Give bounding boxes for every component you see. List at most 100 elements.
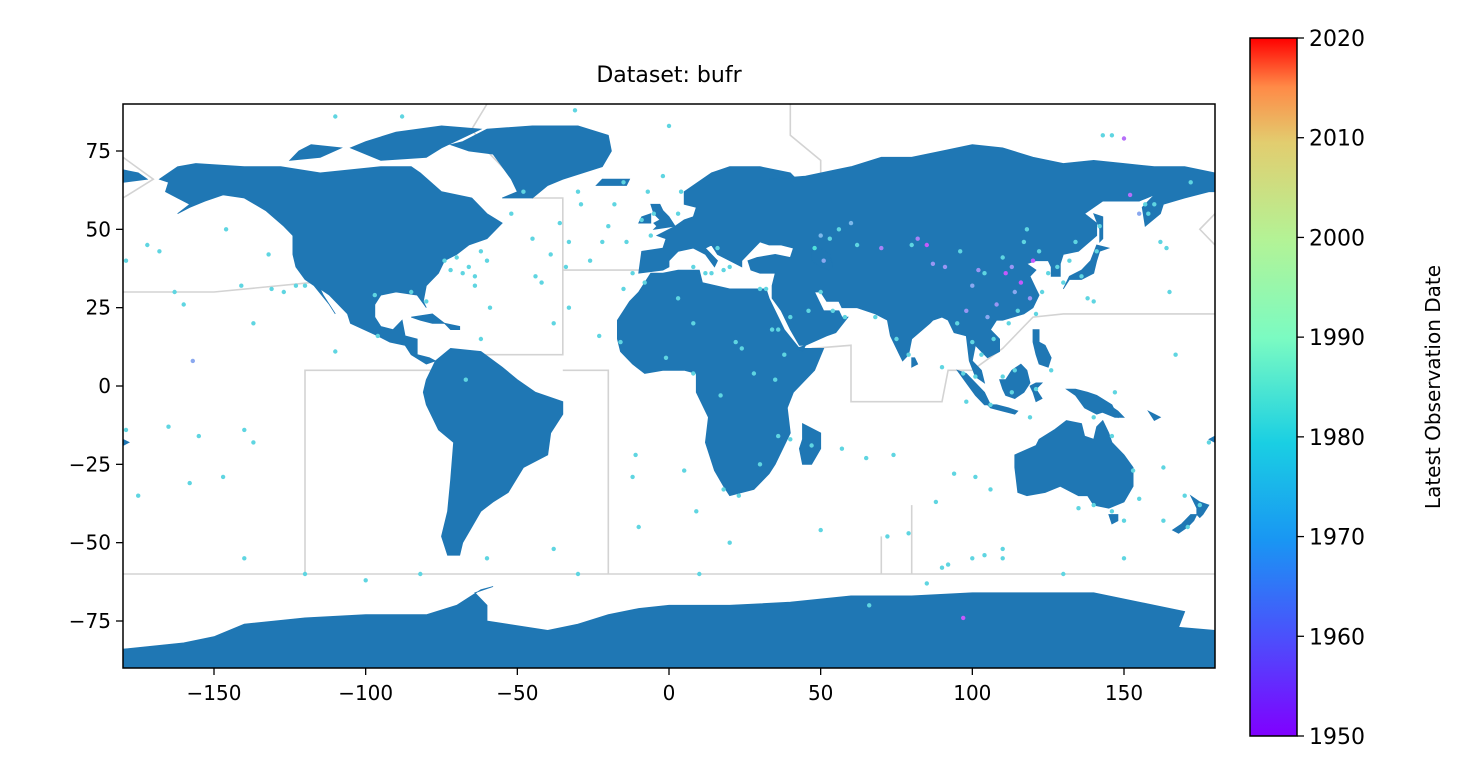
observation-point — [454, 255, 459, 260]
land-polygon — [411, 313, 446, 324]
colorbar-tick-label: 2020 — [1309, 27, 1365, 52]
observation-point — [879, 245, 884, 251]
observation-point — [484, 258, 490, 263]
observation-point — [736, 493, 741, 498]
observation-point — [1012, 368, 1017, 373]
observation-point — [1143, 202, 1148, 207]
observation-point — [994, 302, 999, 307]
observation-point — [1164, 245, 1169, 251]
observation-point — [827, 236, 832, 241]
observation-point — [1109, 509, 1115, 514]
observation-point — [333, 114, 338, 119]
observation-point — [991, 336, 996, 342]
land-polygon — [911, 357, 919, 368]
observation-point — [1109, 433, 1115, 439]
observation-point — [1033, 311, 1039, 317]
observation-point — [818, 233, 823, 238]
observation-point — [697, 571, 702, 577]
observation-point — [566, 305, 572, 310]
observation-point — [842, 314, 848, 320]
observation-point — [1015, 308, 1020, 313]
observation-point — [733, 339, 738, 345]
observation-point — [1121, 518, 1127, 523]
land-polygon — [123, 438, 130, 446]
observation-point — [1024, 227, 1030, 232]
observation-point — [293, 283, 299, 288]
y-tick-label: 50 — [86, 217, 111, 241]
observation-point — [375, 333, 380, 339]
x-tick-label: −50 — [496, 681, 538, 705]
observation-point — [1000, 556, 1005, 561]
observation-point — [988, 402, 993, 407]
land-polygon — [123, 586, 1215, 668]
observation-point — [484, 556, 490, 561]
observation-point — [958, 249, 963, 254]
observation-point — [333, 349, 338, 354]
observation-point — [372, 292, 377, 298]
x-tick-label: 100 — [953, 681, 991, 705]
observation-point — [1033, 386, 1039, 392]
observation-point — [618, 339, 623, 345]
observation-point — [939, 365, 945, 370]
observation-point — [642, 280, 647, 285]
observation-point — [818, 527, 823, 533]
observation-point — [1091, 299, 1096, 304]
land-polygon — [999, 363, 1031, 399]
colorbar-label: Latest Observation Date — [1421, 265, 1445, 509]
land-polygon — [986, 404, 1019, 415]
observation-point — [136, 493, 141, 498]
land-polygon — [595, 178, 631, 186]
observation-point — [1161, 518, 1166, 523]
observation-point — [572, 108, 578, 113]
observation-point — [773, 377, 778, 382]
observation-point — [891, 452, 896, 458]
observation-point — [399, 114, 405, 119]
land-polygon — [1208, 435, 1215, 443]
observation-point — [1097, 224, 1102, 229]
observation-point — [220, 474, 226, 480]
observation-point — [269, 286, 274, 292]
observation-point — [1127, 192, 1133, 198]
observation-point — [1137, 496, 1142, 501]
colorbar-tick-label: 1950 — [1309, 725, 1365, 750]
land-polygon — [638, 144, 1215, 384]
observation-point — [1076, 506, 1081, 511]
observation-point — [812, 245, 817, 251]
observation-point — [1091, 502, 1096, 508]
observation-point — [1046, 271, 1051, 276]
observation-point — [239, 283, 244, 288]
observation-point — [985, 314, 990, 320]
observation-point — [678, 189, 684, 194]
observation-point — [848, 220, 854, 226]
y-tick-label: 75 — [86, 139, 111, 163]
observation-point — [478, 336, 484, 342]
boundary-line — [811, 344, 973, 403]
land-polygon — [288, 144, 343, 161]
observation-point — [1039, 289, 1045, 295]
land-polygon — [1032, 329, 1052, 368]
observation-point — [575, 189, 581, 194]
land-polygon — [443, 322, 461, 331]
observation-point — [242, 427, 247, 433]
observation-point — [1055, 264, 1060, 270]
observation-point — [961, 371, 966, 376]
observation-point — [666, 123, 672, 129]
observation-point — [873, 314, 878, 320]
colorbar-tick-label: 2010 — [1309, 127, 1365, 152]
observation-point — [530, 236, 535, 241]
observation-point — [757, 286, 763, 292]
observation-point — [442, 258, 447, 263]
observation-point — [709, 271, 714, 276]
observation-point — [818, 289, 823, 295]
observation-point — [1073, 239, 1078, 245]
observation-point — [1036, 249, 1042, 254]
observation-point — [1121, 556, 1127, 561]
observation-point — [933, 499, 939, 505]
observation-point — [973, 474, 978, 480]
observation-point — [973, 374, 978, 379]
observation-point — [1112, 390, 1118, 395]
observation-point — [979, 352, 984, 357]
observation-point — [691, 321, 696, 326]
observation-point — [1009, 390, 1014, 395]
